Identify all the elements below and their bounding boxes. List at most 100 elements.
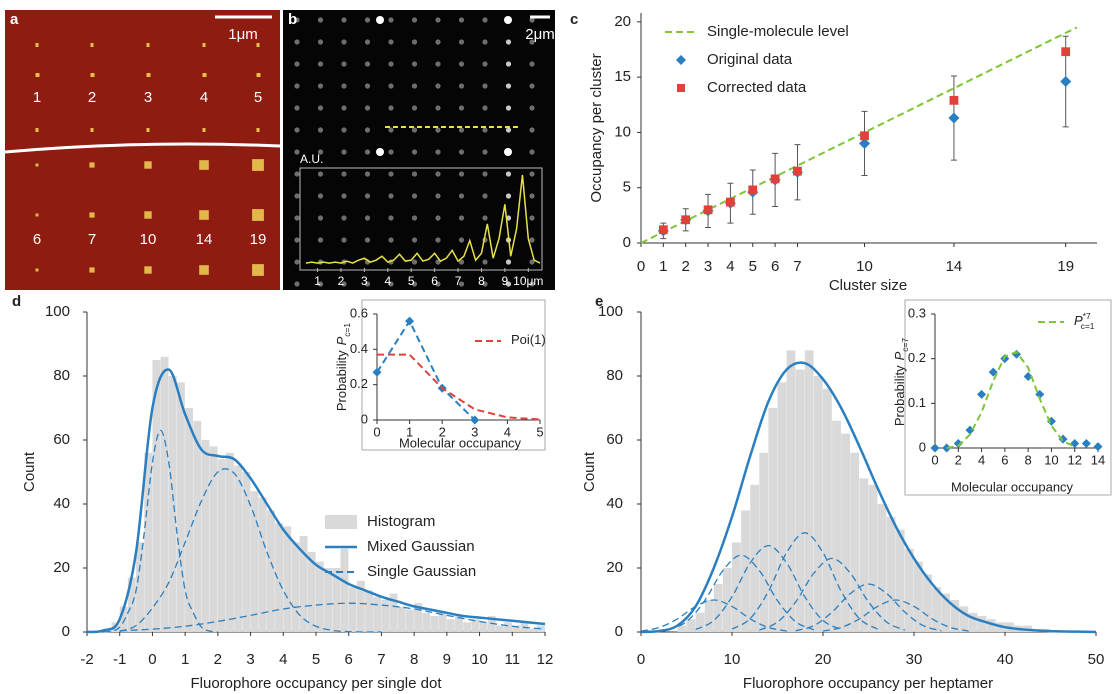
spot xyxy=(35,73,40,77)
x-tick-label: 30 xyxy=(906,651,923,668)
spot xyxy=(411,193,418,199)
legend-label: P*7 c=1 xyxy=(1074,311,1095,331)
panel-label: b xyxy=(288,11,297,28)
spot xyxy=(482,61,488,67)
spot xyxy=(529,61,535,67)
legend-label-text: Mixed Gaussian xyxy=(367,538,475,555)
x-tick-label: 20 xyxy=(815,651,832,668)
spot xyxy=(458,17,465,23)
histogram-bar xyxy=(234,465,243,632)
y-axis-label-subscript: c=1 xyxy=(342,323,352,337)
x-tick-label: 4 xyxy=(726,258,734,275)
spot xyxy=(317,105,324,111)
spot xyxy=(317,281,324,287)
spot xyxy=(341,17,347,23)
spot xyxy=(411,149,418,155)
histogram-bar xyxy=(950,600,960,632)
spot xyxy=(529,39,535,45)
spot xyxy=(35,163,39,167)
spot xyxy=(505,127,512,133)
marker xyxy=(948,112,960,124)
spot xyxy=(482,149,488,155)
legend-label: Histogram xyxy=(367,513,435,530)
spot xyxy=(294,61,300,67)
spot xyxy=(376,16,384,24)
marker xyxy=(372,367,382,377)
marker xyxy=(770,174,780,184)
data-line xyxy=(668,554,815,631)
x-tick-label: 11 xyxy=(504,651,520,668)
histogram-bar xyxy=(365,590,373,632)
histogram-bar xyxy=(768,408,778,632)
x-tick-label: 6 xyxy=(345,651,353,668)
spot xyxy=(294,281,300,287)
spot xyxy=(435,281,441,287)
spot xyxy=(529,17,535,23)
histogram-bar xyxy=(823,388,832,632)
spot xyxy=(388,149,394,155)
histogram-bar xyxy=(136,542,144,632)
histogram-bar xyxy=(686,619,696,632)
histogram-bar xyxy=(144,452,153,632)
x-tick-label: 0 xyxy=(373,424,380,439)
histogram-bar xyxy=(713,584,723,632)
spot xyxy=(294,193,300,199)
x-tick-label: 8 xyxy=(1025,452,1032,467)
histogram-bar xyxy=(397,606,406,632)
spot xyxy=(35,268,39,272)
marker xyxy=(470,415,480,425)
spot xyxy=(529,83,535,89)
spot xyxy=(411,105,418,111)
marker xyxy=(726,197,735,207)
spot xyxy=(317,83,324,89)
y-tick-label: 20 xyxy=(53,559,70,576)
histogram-bar xyxy=(168,376,177,632)
spot xyxy=(482,215,488,221)
spot xyxy=(435,127,441,133)
data-line xyxy=(695,544,842,631)
histogram-bar xyxy=(795,369,805,632)
y-axis-label: Count xyxy=(581,451,598,492)
y-tick-label: 0.3 xyxy=(908,305,926,320)
y-tick-label: 0 xyxy=(623,234,631,251)
histogram-bar xyxy=(340,548,349,632)
x-tick-label: 4 xyxy=(504,424,511,439)
histogram-bar xyxy=(283,526,292,632)
spot xyxy=(388,127,394,133)
spot xyxy=(341,215,347,221)
histogram-bar xyxy=(201,440,210,632)
x-axis-label: Cluster size xyxy=(829,277,907,294)
histogram-bar xyxy=(859,478,869,632)
spot xyxy=(411,281,418,287)
histogram-bar xyxy=(932,587,941,632)
spot xyxy=(458,171,465,177)
spot xyxy=(388,61,394,67)
data-line xyxy=(640,26,1078,244)
histogram-bar xyxy=(850,452,860,632)
spot xyxy=(256,73,261,77)
spot xyxy=(317,171,324,177)
spot xyxy=(529,127,535,133)
spot xyxy=(364,61,371,67)
spot xyxy=(388,215,394,221)
histogram-bar xyxy=(455,616,463,632)
data-line xyxy=(759,557,906,631)
spot xyxy=(435,61,441,67)
spot xyxy=(199,160,209,170)
spot xyxy=(505,171,512,177)
histogram-bar xyxy=(348,587,357,632)
marker xyxy=(681,215,691,225)
data-line xyxy=(795,583,942,632)
spot xyxy=(256,128,260,132)
data-line xyxy=(731,532,878,630)
legend-label: Corrected data xyxy=(707,79,807,96)
histogram-bar xyxy=(777,382,787,632)
histogram-bar xyxy=(677,625,687,632)
histogram-bar xyxy=(299,536,308,632)
spot xyxy=(529,259,535,265)
data-line xyxy=(119,602,546,632)
spot xyxy=(252,209,264,221)
x-tick-label: 3 xyxy=(246,651,254,668)
y-axis-label: Occupancy per cluster xyxy=(588,53,605,202)
spot xyxy=(388,171,394,177)
